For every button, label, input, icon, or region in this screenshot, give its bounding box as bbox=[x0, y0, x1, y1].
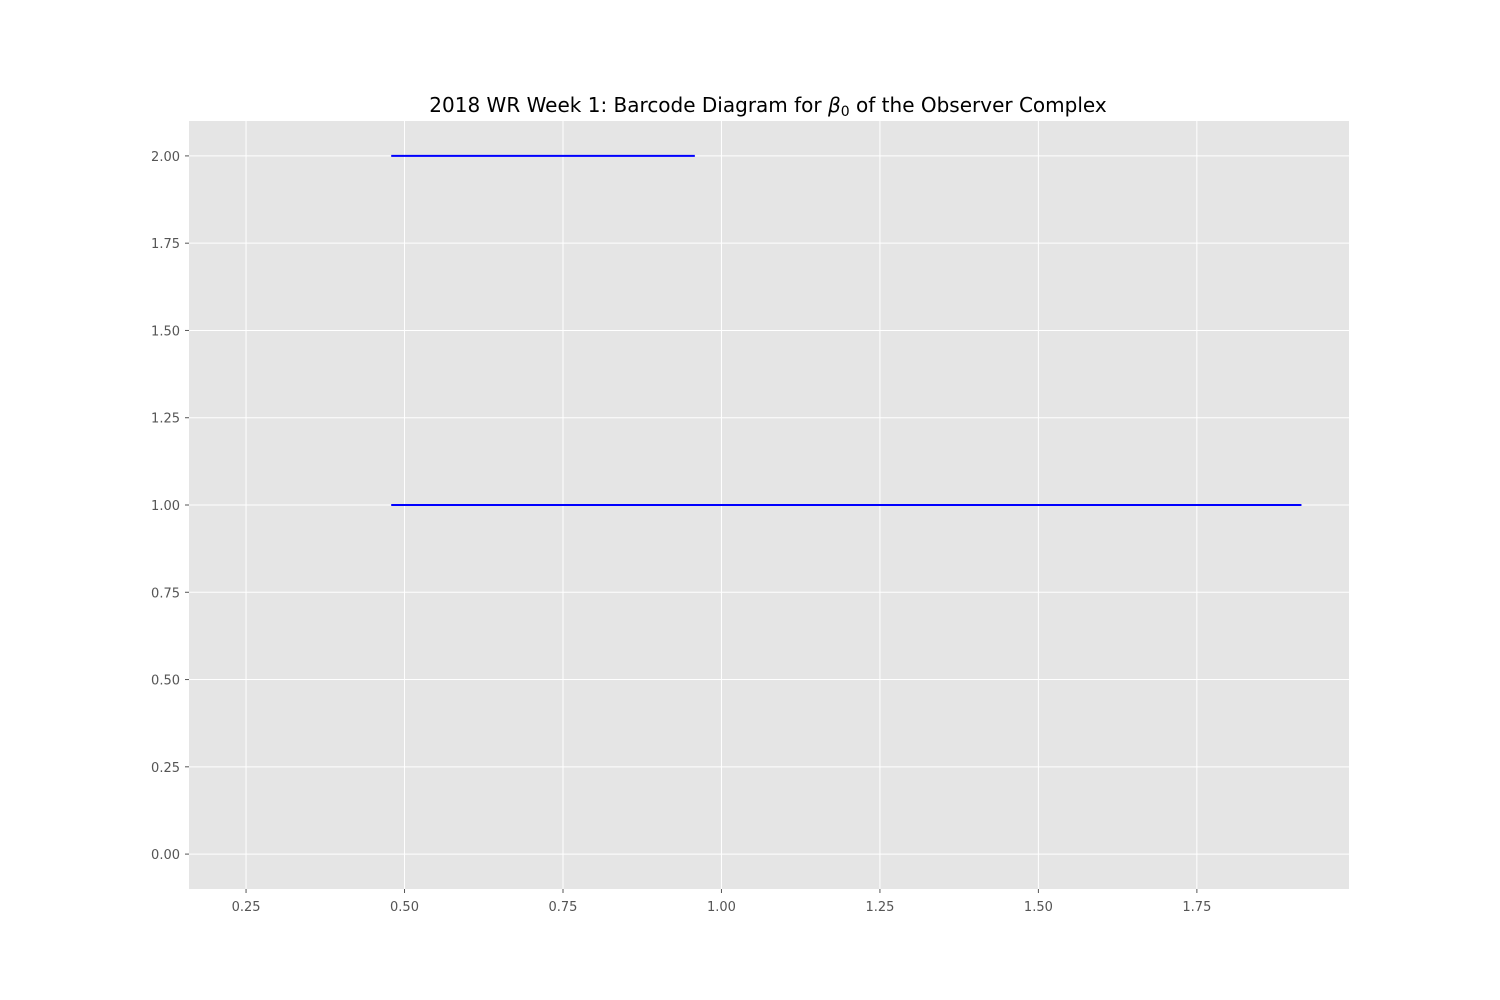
y-tick-label: 1.00 bbox=[151, 499, 180, 514]
y-tick-label: 1.25 bbox=[151, 412, 180, 427]
y-tick-label: 2.00 bbox=[151, 150, 180, 165]
x-tick-label: 1.00 bbox=[707, 900, 736, 915]
y-tick-label: 1.50 bbox=[151, 324, 180, 339]
chart-title-symbol: β bbox=[827, 93, 841, 117]
x-tick-label: 1.75 bbox=[1182, 900, 1211, 915]
chart-title-before: 2018 WR Week 1: Barcode Diagram for bbox=[429, 93, 828, 117]
chart-title: 2018 WR Week 1: Barcode Diagram for β0 o… bbox=[429, 93, 1107, 120]
y-tick-label: 0.50 bbox=[151, 674, 180, 689]
chart-title-subscript: 0 bbox=[841, 104, 850, 120]
x-tick-label: 0.25 bbox=[232, 900, 261, 915]
x-axis-ticks: 0.25 0.50 0.75 1.00 1.25 1.50 1.75 bbox=[232, 889, 1211, 915]
x-tick-label: 1.25 bbox=[865, 900, 894, 915]
grid-lines bbox=[189, 121, 1349, 889]
chart-title-after: of the Observer Complex bbox=[850, 93, 1107, 117]
y-tick-label: 0.75 bbox=[151, 586, 180, 601]
y-axis-ticks: 0.00 0.25 0.50 0.75 1.00 1.25 1.50 1.75 2.00 bbox=[151, 150, 189, 863]
y-tick-label: 0.25 bbox=[151, 761, 180, 776]
barcode-bars bbox=[391, 154, 1302, 506]
x-tick-label: 0.75 bbox=[549, 900, 578, 915]
x-tick-label: 0.50 bbox=[390, 900, 419, 915]
y-tick-label: 0.00 bbox=[151, 848, 180, 863]
y-tick-label: 1.75 bbox=[151, 237, 180, 252]
x-tick-label: 1.50 bbox=[1024, 900, 1053, 915]
